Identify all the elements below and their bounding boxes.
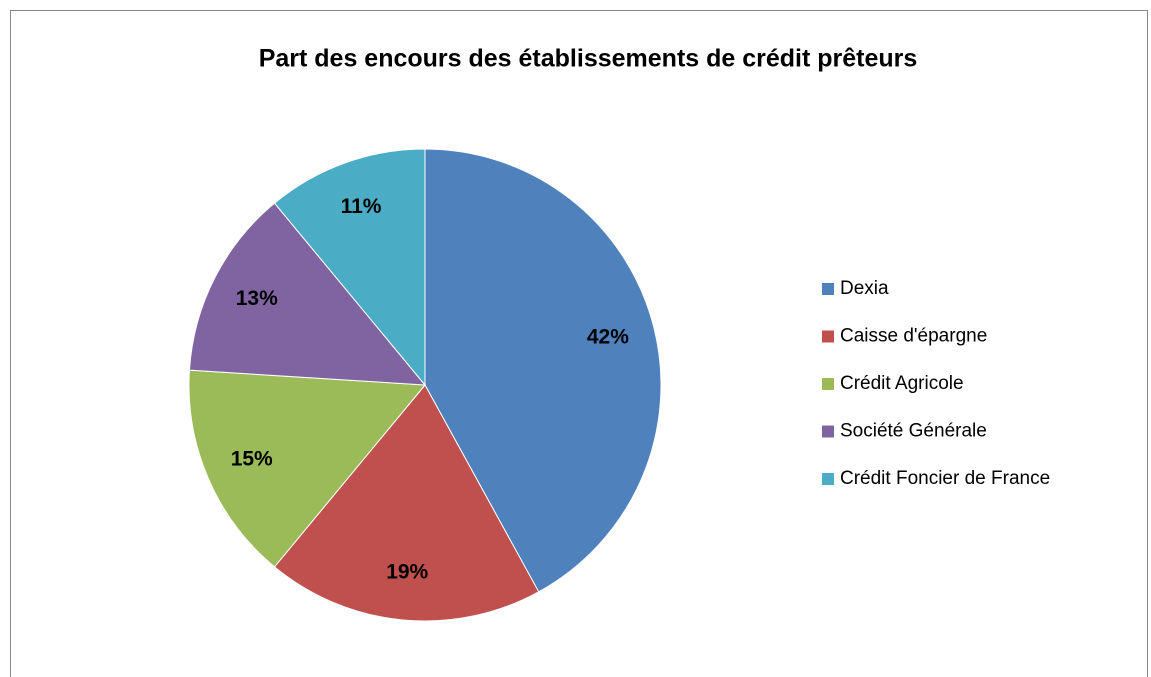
legend-label: Dexia xyxy=(840,278,889,299)
pie-slice xyxy=(188,202,427,386)
legend-label: Société Générale xyxy=(840,421,987,442)
data-label: 15% xyxy=(231,448,273,471)
legend-label: Caisse d'épargne xyxy=(840,326,987,347)
pie-slice xyxy=(273,148,426,387)
legend-swatch xyxy=(822,283,834,295)
chart-title: Part des encours des établissements de c… xyxy=(259,45,918,73)
legend-label: Crédit Agricole xyxy=(840,373,964,394)
pie-slice xyxy=(188,369,427,568)
legend-label: Crédit Foncier de France xyxy=(840,468,1050,489)
data-label: 13% xyxy=(236,287,278,310)
legend-swatch xyxy=(822,473,834,485)
legend-swatch xyxy=(822,425,834,438)
pie-slice xyxy=(273,384,540,622)
data-label: 11% xyxy=(341,195,382,218)
data-label: 42% xyxy=(587,326,629,349)
data-label: 19% xyxy=(386,561,428,584)
legend-swatch xyxy=(822,378,834,390)
pie-slice xyxy=(424,148,662,593)
legend-swatch xyxy=(822,330,834,343)
